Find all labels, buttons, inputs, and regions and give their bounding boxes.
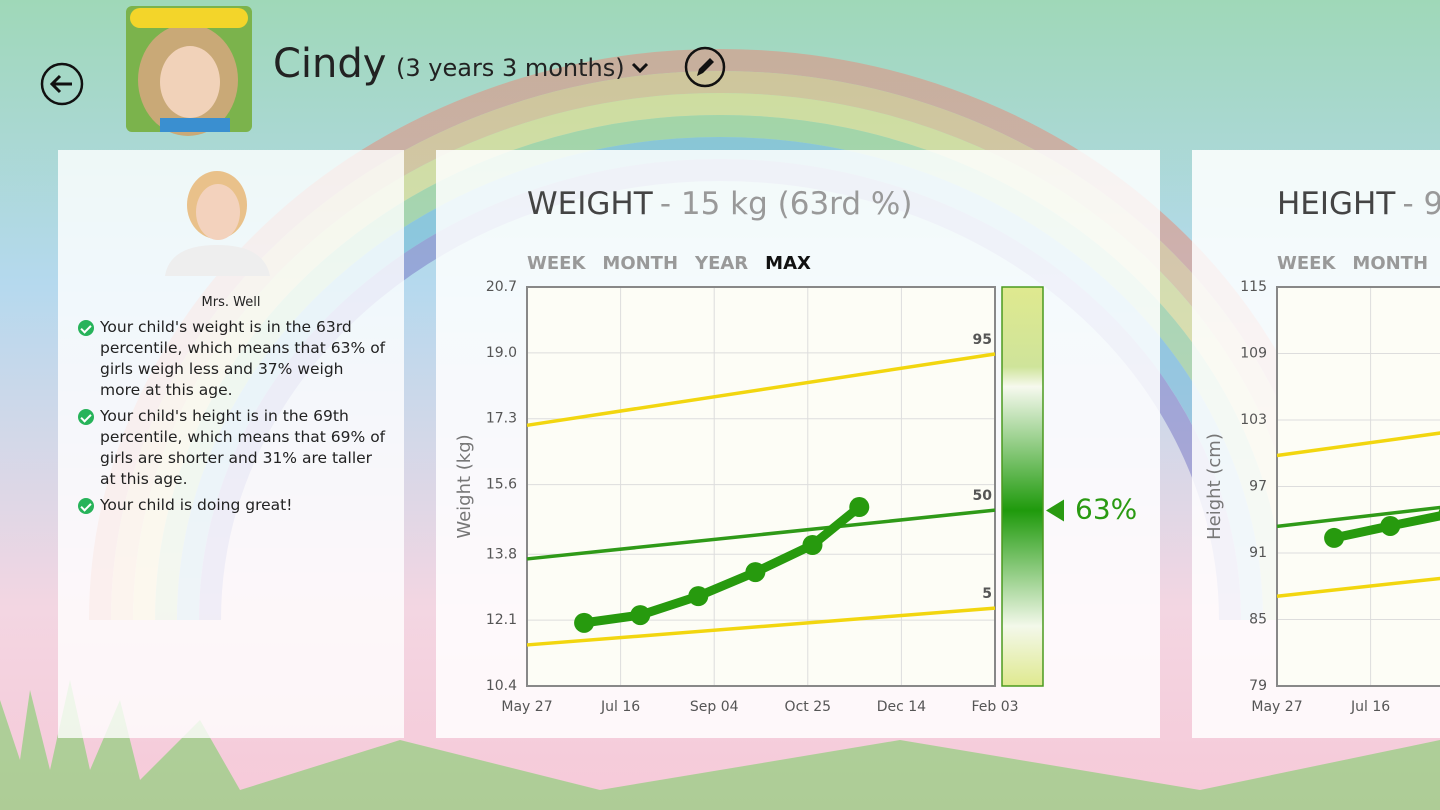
y-tick-label: 15.6 <box>486 477 517 493</box>
percentile-marker <box>1046 499 1064 522</box>
range-tab[interactable]: WEEK <box>527 253 586 274</box>
y-tick-label: 115 <box>1240 279 1267 295</box>
y-tick-label: 85 <box>1249 612 1267 628</box>
y-tick-label: 20.7 <box>486 279 517 295</box>
percentile-line <box>1276 576 1440 598</box>
x-tick-label: May 27 <box>501 699 552 715</box>
x-tick-label: Feb 03 <box>971 699 1018 715</box>
plot-border <box>1276 286 1440 687</box>
panel-summary: - 15 kg (63rd %) <box>660 186 913 222</box>
range-tab[interactable]: MONTH <box>602 253 678 274</box>
range-tab[interactable]: MAX <box>765 253 811 274</box>
y-tick-label: 13.8 <box>486 546 517 562</box>
percentile-line <box>526 352 996 428</box>
percentile-line <box>526 508 996 561</box>
edit-button[interactable] <box>684 46 726 88</box>
data-point <box>688 586 709 607</box>
data-point <box>1380 515 1401 536</box>
data-point <box>745 562 766 583</box>
y-tick-label: 17.3 <box>486 411 517 427</box>
y-tick-label: 109 <box>1240 346 1267 362</box>
y-tick-label: 103 <box>1240 412 1267 428</box>
percentile-label: 50 <box>973 488 993 504</box>
advisor-message: Your child's weight is in the 63rd perce… <box>76 317 386 401</box>
advisor-text: Mrs. Well Your child's weight is in the … <box>76 292 386 521</box>
data-point <box>849 497 870 518</box>
child-photo[interactable] <box>126 6 252 136</box>
range-tab[interactable]: MONTH <box>1352 253 1428 274</box>
percentile-label: 5 <box>982 586 992 602</box>
child-age: (3 years 3 months) <box>396 54 625 82</box>
data-point <box>802 534 823 555</box>
y-tick-label: 10.4 <box>486 678 517 694</box>
range-tab[interactable]: WEEK <box>1277 253 1336 274</box>
panel-title: WEIGHT - 15 kg (63rd %) <box>527 186 912 222</box>
panel-title-main: HEIGHT <box>1277 186 1396 222</box>
percentile-line <box>526 606 996 647</box>
x-tick-label: Sep 04 <box>690 699 739 715</box>
child-dropdown[interactable] <box>631 62 649 74</box>
advisor-photo <box>165 171 270 276</box>
data-point <box>1324 527 1345 548</box>
y-tick-label: 79 <box>1249 678 1267 694</box>
x-tick-label: Oct 25 <box>785 699 831 715</box>
back-button[interactable] <box>40 62 84 106</box>
y-axis-label: Height (cm) <box>1204 433 1225 540</box>
panel-title: HEIGHT - 9 <box>1277 186 1440 222</box>
child-name: Cindy <box>273 41 386 87</box>
advisor-message: Your child's height is in the 69th perce… <box>76 406 386 490</box>
edit-icon <box>697 58 714 76</box>
x-tick-label: Dec 14 <box>877 699 926 715</box>
panel-summary: - 9 <box>1402 186 1440 222</box>
height-card: HEIGHT - 9 WEEK MONTH 79 85 91 97 103 109 115 May 2… <box>1204 186 1440 715</box>
x-tick-label: May 27 <box>1251 699 1302 715</box>
panel-title-main: WEIGHT <box>527 186 654 222</box>
grass <box>0 680 1440 810</box>
advisor-message: Your child is doing great! <box>76 495 386 516</box>
x-tick-label: Jul 16 <box>1350 699 1390 715</box>
back-arrow <box>49 74 72 94</box>
advisor-name: Mrs. Well <box>201 295 261 310</box>
y-tick-label: 19.0 <box>486 345 517 361</box>
y-tick-label: 97 <box>1249 479 1267 495</box>
x-tick-label: Jul 16 <box>600 699 640 715</box>
percentile-value: 63% <box>1075 493 1137 526</box>
data-point <box>630 605 651 626</box>
plot-border <box>526 286 996 687</box>
percentile-label: 95 <box>973 332 992 348</box>
y-tick-label: 12.1 <box>486 612 517 628</box>
data-point <box>574 612 595 633</box>
y-tick-label: 91 <box>1249 545 1267 561</box>
weight-card: WEIGHT - 15 kg (63rd %) WEEK MONTH YEAR MAX 10… <box>454 186 1137 716</box>
percentile-line <box>1276 505 1440 529</box>
y-axis-label: Weight (kg) <box>454 434 475 538</box>
percentile-bar <box>1001 286 1044 687</box>
range-tab[interactable]: YEAR <box>694 253 748 274</box>
percentile-line <box>1276 431 1440 458</box>
